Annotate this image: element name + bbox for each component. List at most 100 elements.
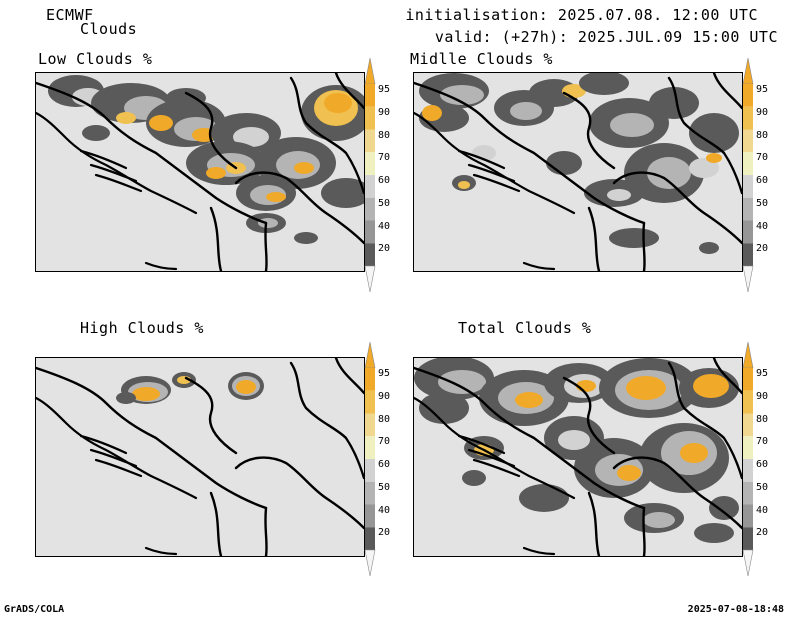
colorbar-label: 90 — [378, 390, 391, 402]
colorbar-swatch — [365, 84, 375, 107]
country-border — [667, 76, 742, 195]
panel-title-total: Total Clouds % — [458, 319, 592, 337]
model-name: ECMWF — [46, 6, 94, 24]
colorbar-label: 95 — [378, 84, 391, 95]
country-border — [587, 206, 601, 271]
colorbar-swatch — [365, 152, 375, 175]
cloud-contour — [324, 93, 352, 113]
colorbar-lower-arrow — [364, 549, 376, 576]
country-border — [234, 456, 364, 530]
cloud-contour — [706, 153, 722, 163]
cloud-contour — [440, 85, 484, 105]
coastline — [36, 111, 198, 215]
coastline — [522, 261, 556, 271]
panel-title-middle: Midlle Clouds % — [410, 50, 553, 68]
cloud-contour — [206, 167, 226, 179]
cloud-contour — [647, 157, 691, 189]
country-border — [612, 456, 742, 530]
country-border — [642, 506, 646, 556]
country-border — [36, 81, 268, 225]
panel-title-high: High Clouds % — [80, 319, 204, 337]
cloud-contour — [609, 228, 659, 248]
colorbar-swatch — [365, 368, 375, 391]
coastline — [472, 173, 521, 193]
colorbar-label: 40 — [756, 220, 769, 232]
cloud-contour — [617, 465, 641, 481]
colorbar-swatch — [365, 106, 375, 130]
high-clouds-map — [35, 357, 365, 557]
cloud-contour — [422, 105, 442, 121]
country-border — [264, 506, 268, 556]
cloud-contour — [166, 88, 206, 108]
cloud-contour — [693, 374, 729, 398]
middle-cloud-field — [414, 73, 742, 271]
country-border — [642, 221, 646, 271]
cloud-contour — [610, 113, 654, 137]
product-name: Clouds — [80, 20, 138, 38]
colorbar-middle: 95 90 80 70 60 50 40 20 — [742, 58, 790, 292]
coastline — [144, 261, 178, 271]
colorbar-label: 60 — [756, 175, 769, 186]
cloud-contour — [294, 232, 318, 244]
colorbar-upper-arrow — [742, 342, 754, 369]
coastline — [522, 546, 556, 556]
country-border — [264, 221, 268, 271]
country-border — [289, 361, 364, 480]
country-border — [234, 171, 364, 245]
colorbar-swatch — [743, 197, 753, 221]
colorbar-label: 80 — [378, 129, 391, 141]
cloud-contour — [266, 192, 286, 202]
cloud-contour — [558, 430, 590, 450]
cloud-contour — [607, 189, 631, 201]
colorbar-swatch — [743, 390, 753, 414]
colorbar-total: 95 90 80 70 60 50 40 20 — [742, 342, 790, 576]
cloud-contour — [236, 380, 256, 394]
country-border — [36, 366, 268, 510]
total-cloud-field — [414, 358, 742, 556]
coastline — [457, 434, 506, 455]
coastline — [414, 396, 576, 500]
cloud-contour — [699, 242, 719, 254]
colorbar-swatches — [364, 342, 376, 576]
colorbar-swatch — [365, 129, 375, 153]
coastline — [94, 173, 143, 193]
colorbar-swatch — [743, 459, 753, 482]
coastline — [467, 163, 516, 183]
colorbar-swatch — [365, 390, 375, 414]
colorbar-label: 80 — [756, 129, 769, 141]
colorbar-label: 70 — [756, 152, 769, 164]
cloud-contour — [709, 496, 739, 520]
colorbar-label: 60 — [378, 459, 391, 470]
colorbar-label: 20 — [756, 527, 769, 539]
country-border — [587, 491, 601, 556]
coastline — [414, 111, 576, 215]
colorbar-swatch — [743, 504, 753, 528]
cloud-contour — [294, 162, 314, 174]
cloud-contour — [321, 178, 364, 208]
colorbar-swatch — [365, 527, 375, 550]
coastline — [472, 458, 521, 478]
cloud-contour — [149, 115, 173, 131]
colorbar-label: 40 — [378, 220, 391, 232]
colorbar-label: 80 — [378, 413, 391, 425]
colorbar-label: 50 — [756, 197, 769, 209]
cloud-contour — [689, 158, 719, 178]
colorbar-swatch — [743, 527, 753, 550]
colorbar-low: 95 90 80 70 60 50 40 20 — [364, 58, 412, 292]
country-border — [667, 361, 742, 480]
high-cloud-field — [36, 358, 364, 556]
colorbar-label: 50 — [378, 197, 391, 209]
colorbar-lower-arrow — [742, 265, 754, 292]
colorbar-swatches — [742, 342, 754, 576]
cloud-contour — [116, 392, 136, 404]
cloud-contour — [519, 484, 569, 512]
colorbar-swatch — [743, 243, 753, 266]
colorbar-swatch — [365, 413, 375, 437]
coastline — [94, 458, 143, 478]
country-border — [712, 73, 742, 110]
colorbar-swatch — [365, 504, 375, 528]
initialisation-time: initialisation: 2025.07.08. 12:00 UTC — [405, 6, 758, 24]
country-border — [712, 358, 742, 395]
low-cloud-field — [36, 73, 364, 271]
country-border — [334, 358, 364, 395]
